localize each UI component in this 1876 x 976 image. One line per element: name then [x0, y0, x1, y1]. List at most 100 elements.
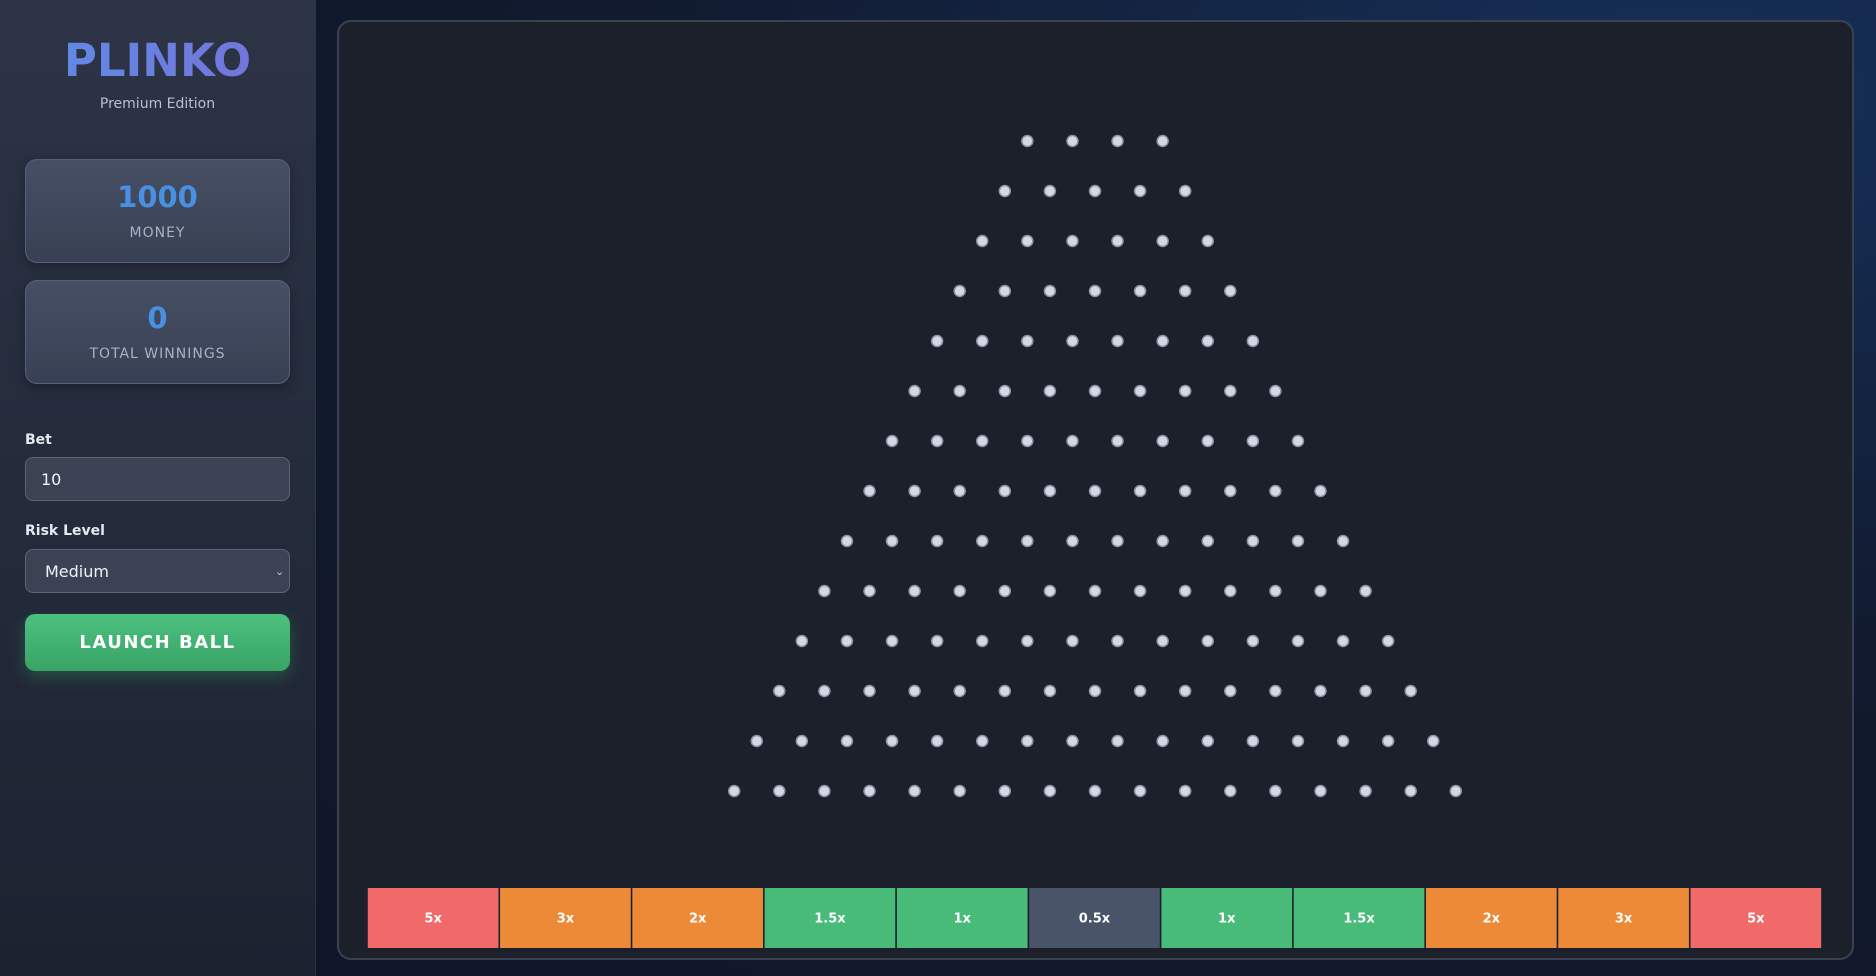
bucket-label: 2x: [689, 912, 707, 927]
peg: [1224, 784, 1237, 798]
peg: [930, 434, 944, 448]
peg: [1201, 734, 1214, 748]
peg: [840, 634, 854, 648]
peg: [1043, 784, 1057, 798]
bucket: [1029, 888, 1160, 948]
peg: [1133, 684, 1147, 698]
peg: [818, 684, 831, 698]
peg: [1224, 684, 1237, 698]
peg: [1111, 334, 1124, 348]
board-canvas: 5x 3x 2x 1.5x 1x 0.5x 1x 1.5x 2x 3x 5x: [367, 134, 1822, 948]
peg: [1449, 784, 1463, 798]
peg: [1246, 634, 1260, 648]
peg: [1201, 534, 1214, 548]
peg: [930, 334, 944, 348]
peg: [908, 384, 921, 398]
peg: [1178, 284, 1192, 298]
peg: [1336, 634, 1350, 648]
bet-input[interactable]: [25, 457, 290, 501]
peg: [1269, 784, 1282, 798]
peg: [1021, 134, 1034, 148]
peg: [1156, 534, 1169, 548]
peg: [976, 734, 989, 748]
peg: [1404, 684, 1417, 698]
peg: [998, 384, 1012, 398]
peg: [1291, 534, 1305, 548]
stat-value: 1000: [117, 180, 198, 214]
app-subtitle: Premium Edition: [99, 96, 216, 112]
peg: [818, 584, 831, 598]
peg: [818, 784, 831, 798]
peg: [908, 484, 921, 498]
risk-select[interactable]: Medium: [25, 549, 290, 593]
peg: [1021, 734, 1034, 748]
peg: [1088, 184, 1102, 198]
peg: [998, 484, 1012, 498]
bucket-label: 1.5x: [814, 912, 846, 927]
peg: [1201, 434, 1214, 448]
peg: [1088, 584, 1102, 598]
peg: [1133, 484, 1147, 498]
peg: [1066, 234, 1079, 248]
peg: [1359, 584, 1372, 598]
peg: [1021, 234, 1034, 248]
peg: [1178, 184, 1192, 198]
peg: [1178, 584, 1192, 598]
peg: [795, 734, 809, 748]
bucket: [500, 888, 631, 948]
peg: [908, 584, 921, 598]
peg: [773, 784, 786, 798]
peg: [1224, 284, 1237, 298]
peg: [1224, 484, 1237, 498]
peg: [1133, 584, 1147, 598]
bucket-label: 3x: [1615, 912, 1633, 927]
bucket: [1161, 888, 1293, 948]
peg: [1269, 484, 1282, 498]
peg: [1021, 334, 1034, 348]
peg: [863, 784, 876, 798]
peg: [1269, 684, 1282, 698]
peg: [953, 784, 966, 798]
bucket: [367, 888, 499, 948]
peg: [953, 484, 966, 498]
peg: [1201, 634, 1214, 648]
peg: [863, 684, 876, 698]
peg: [863, 484, 876, 498]
peg: [1314, 484, 1327, 498]
peg: [1156, 234, 1169, 248]
peg: [1201, 334, 1214, 348]
peg: [998, 684, 1012, 698]
peg: [1291, 634, 1305, 648]
bucket-label: 5x: [424, 912, 442, 927]
peg: [1043, 684, 1057, 698]
bucket-label: 2x: [1483, 912, 1501, 927]
peg: [840, 734, 854, 748]
bucket-label: 1x: [954, 912, 972, 927]
peg: [930, 534, 944, 548]
peg: [1359, 784, 1372, 798]
bucket-label: 5x: [1747, 912, 1765, 927]
peg: [1066, 434, 1079, 448]
peg: [976, 634, 989, 648]
peg: [1269, 384, 1282, 398]
peg: [1111, 434, 1124, 448]
peg: [1066, 134, 1079, 148]
peg: [885, 734, 899, 748]
peg: [998, 184, 1012, 198]
peg: [976, 234, 989, 248]
peg: [953, 684, 966, 698]
peg: [976, 334, 989, 348]
peg: [1066, 334, 1079, 348]
peg: [1381, 634, 1395, 648]
launch-button[interactable]: LAUNCH BALL: [25, 614, 290, 671]
peg: [998, 284, 1012, 298]
peg: [953, 584, 966, 598]
peg: [863, 584, 876, 598]
peg: [750, 734, 763, 748]
bucket: [1293, 888, 1425, 948]
peg: [1043, 384, 1057, 398]
peg: [1133, 184, 1147, 198]
peg: [1336, 534, 1350, 548]
peg: [1043, 484, 1057, 498]
